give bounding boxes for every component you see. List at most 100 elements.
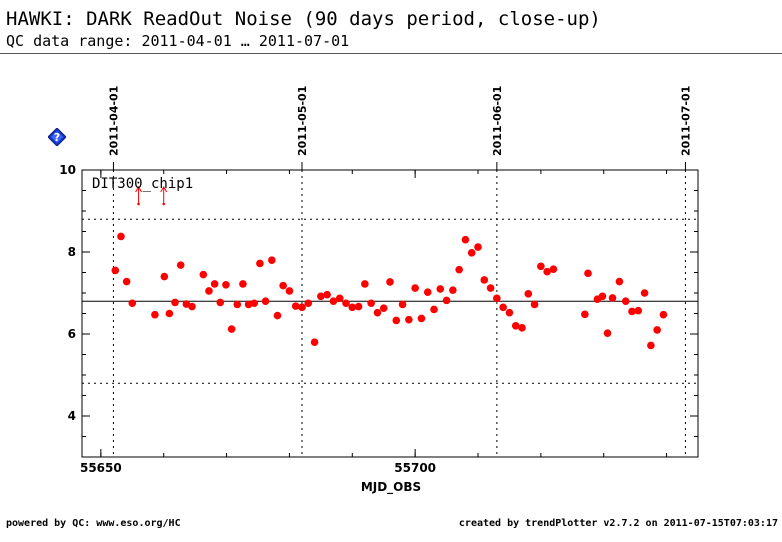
data-point	[455, 265, 463, 274]
data-point	[474, 243, 482, 251]
data-point	[634, 306, 643, 315]
data-point	[367, 299, 375, 308]
out-of-range-point	[137, 202, 140, 206]
y-tick-label: 6	[68, 327, 76, 341]
date-marker-label: 2011-06-01	[491, 86, 504, 156]
data-point	[543, 267, 551, 276]
data-point	[335, 294, 344, 303]
data-point	[222, 281, 230, 289]
data-point	[505, 308, 514, 317]
page-title: HAWKI: DARK ReadOut Noise (90 days perio…	[6, 8, 601, 30]
data-point	[329, 297, 338, 306]
data-point	[128, 299, 137, 308]
data-point	[268, 256, 276, 265]
data-point	[261, 297, 270, 306]
data-point	[392, 316, 401, 325]
data-point	[530, 300, 539, 309]
created-by-text: created by trendPlotter v2.7.2 on 2011-0…	[458, 518, 778, 529]
data-point	[244, 300, 253, 309]
data-point	[291, 302, 300, 310]
date-marker-label: 2011-07-01	[679, 86, 692, 156]
powered-by-text: powered by QC: www.eso.org/HC	[6, 518, 181, 529]
data-point	[549, 265, 558, 274]
x-tick-label: 55700	[394, 461, 436, 475]
data-point	[467, 249, 476, 257]
date-markers: 2011-04-01 2011-05-01 2011-06-01 2011-07-01	[107, 86, 692, 457]
data-point	[449, 286, 457, 294]
data-point	[379, 304, 388, 312]
data-point	[188, 302, 196, 311]
data-point	[348, 303, 357, 312]
axes: 4 6 8 10 55650 55700	[59, 163, 699, 475]
data-point	[176, 261, 185, 269]
data-point	[442, 296, 451, 305]
data-point	[117, 232, 125, 241]
data-point	[417, 314, 426, 323]
data-point	[111, 266, 120, 275]
data-point	[499, 303, 507, 312]
date-marker-label: 2011-04-01	[107, 86, 120, 156]
data-point	[227, 325, 236, 333]
data-point	[524, 290, 533, 298]
data-point	[653, 326, 661, 334]
out-of-range-point	[162, 202, 166, 206]
data-point	[436, 285, 445, 293]
x-tick-label: 55650	[80, 461, 122, 475]
data-point	[647, 341, 655, 350]
page-subtitle: QC data range: 2011-04-01 … 2011-07-01	[6, 32, 350, 50]
data-point	[584, 269, 592, 278]
data-point	[216, 298, 225, 307]
data-point	[405, 315, 413, 324]
data-point	[279, 281, 287, 290]
data-point	[210, 280, 219, 288]
data-point	[493, 294, 501, 303]
help-diamond-icon[interactable]: ?	[48, 128, 66, 146]
y-tick-label: 8	[68, 245, 76, 259]
data-point	[250, 299, 259, 308]
data-point	[199, 270, 208, 279]
y-tick-label: 10	[59, 163, 76, 177]
data-point	[480, 276, 489, 284]
data-point	[518, 324, 526, 332]
data-point	[615, 277, 624, 286]
data-point	[603, 329, 612, 337]
data-point	[273, 311, 282, 320]
data-point	[354, 302, 363, 311]
data-point	[537, 262, 545, 271]
data-point	[640, 289, 649, 297]
data-point	[581, 310, 589, 319]
data-point	[486, 284, 495, 292]
data-point	[373, 308, 382, 317]
data-point	[386, 278, 394, 286]
data-point	[398, 300, 407, 309]
data-point	[621, 297, 630, 306]
data-point	[233, 300, 242, 309]
y-tick-label: 4	[68, 409, 76, 423]
series-label: DIT300_chip1	[92, 176, 193, 192]
data-point	[205, 287, 213, 295]
data-point	[317, 292, 325, 301]
data-point	[171, 298, 179, 307]
data-point	[285, 287, 294, 295]
data-point	[659, 310, 668, 319]
data-point	[256, 259, 264, 268]
data-points	[111, 186, 668, 350]
data-point	[361, 280, 369, 288]
header-divider	[0, 53, 782, 54]
data-point	[342, 299, 350, 308]
x-axis-label: MJD_OBS	[361, 480, 421, 495]
plot-frame	[81, 169, 699, 458]
out-of-range-arrowhead	[160, 186, 168, 193]
data-point	[411, 284, 419, 292]
data-point	[608, 294, 617, 302]
data-point	[122, 277, 131, 286]
data-point	[628, 307, 636, 316]
data-point	[310, 338, 319, 347]
data-point	[165, 309, 174, 318]
data-point	[160, 272, 169, 281]
svg-text:?: ?	[54, 131, 60, 144]
data-point	[461, 235, 470, 244]
data-point	[239, 280, 247, 288]
data-point	[511, 322, 520, 330]
